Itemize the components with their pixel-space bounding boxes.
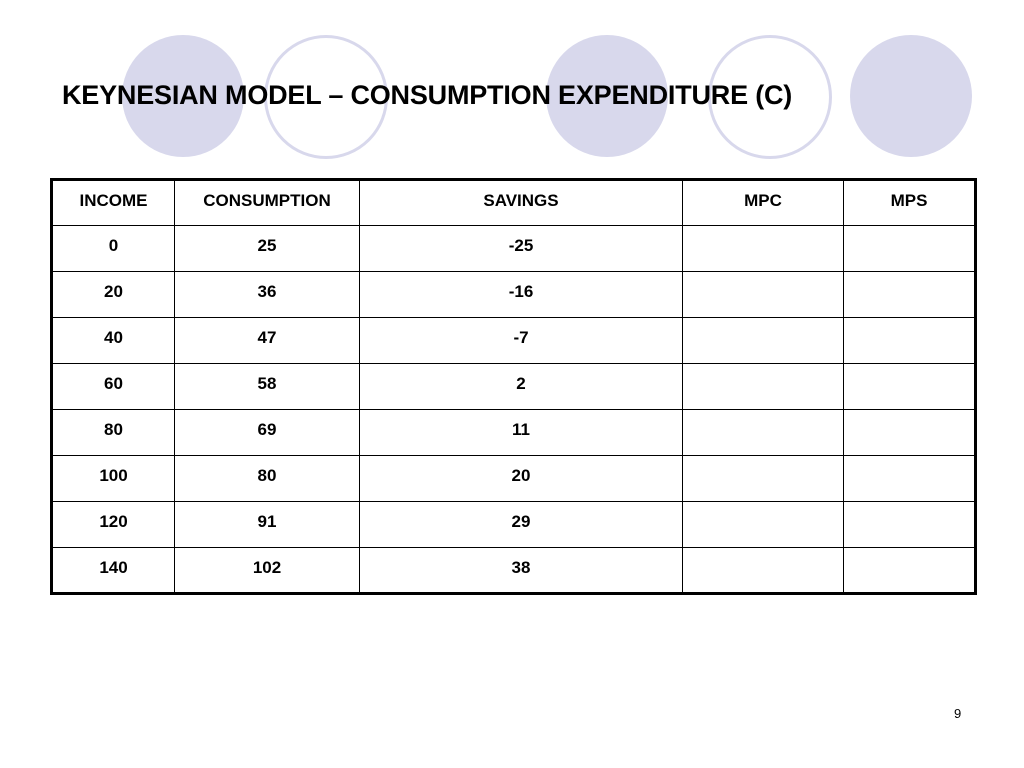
table-row: 100 80 20 xyxy=(51,455,976,502)
decorative-circle xyxy=(708,35,832,159)
mpc-cell xyxy=(682,409,844,456)
table-row: 80 69 11 xyxy=(51,409,976,456)
table-row: 60 58 2 xyxy=(51,363,976,410)
income-cell: 120 xyxy=(51,501,175,548)
savings-cell: -25 xyxy=(359,225,683,272)
mps-cell xyxy=(843,225,976,272)
mpc-cell xyxy=(682,317,844,364)
income-cell: 100 xyxy=(51,455,175,502)
decorative-circle xyxy=(122,35,244,157)
header-row: INCOME CONSUMPTION SAVINGS MPC MPS xyxy=(51,179,976,226)
table-row: 0 25 -25 xyxy=(51,225,976,272)
consumption-cell: 58 xyxy=(174,363,360,410)
mps-cell xyxy=(843,501,976,548)
savings-cell: 38 xyxy=(359,547,683,594)
column-header-consumption: CONSUMPTION xyxy=(174,179,360,226)
mpc-cell xyxy=(682,501,844,548)
table-row: 140 102 38 xyxy=(51,547,976,594)
savings-cell: 11 xyxy=(359,409,683,456)
income-cell: 40 xyxy=(51,317,175,364)
mpc-cell xyxy=(682,225,844,272)
consumption-cell: 36 xyxy=(174,271,360,318)
income-cell: 0 xyxy=(51,225,175,272)
consumption-cell: 102 xyxy=(174,547,360,594)
decorative-circle xyxy=(850,35,972,157)
mps-cell xyxy=(843,409,976,456)
column-header-mps: MPS xyxy=(843,179,976,226)
mpc-cell xyxy=(682,455,844,502)
consumption-cell: 25 xyxy=(174,225,360,272)
page-number: 9 xyxy=(954,706,962,721)
table-row: 40 47 -7 xyxy=(51,317,976,364)
mps-cell xyxy=(843,271,976,318)
mps-cell xyxy=(843,455,976,502)
income-cell: 80 xyxy=(51,409,175,456)
mps-cell xyxy=(843,547,976,594)
consumption-cell: 91 xyxy=(174,501,360,548)
column-header-mpc: MPC xyxy=(682,179,844,226)
savings-cell: -16 xyxy=(359,271,683,318)
slide-title: KEYNESIAN MODEL – CONSUMPTION EXPENDITUR… xyxy=(62,80,793,110)
income-cell: 60 xyxy=(51,363,175,410)
table-row: 120 91 29 xyxy=(51,501,976,548)
consumption-cell: 47 xyxy=(174,317,360,364)
column-header-savings: SAVINGS xyxy=(359,179,683,226)
income-cell: 140 xyxy=(51,547,175,594)
savings-cell: 2 xyxy=(359,363,683,410)
savings-cell: 20 xyxy=(359,455,683,502)
consumption-cell: 80 xyxy=(174,455,360,502)
table-row: 20 36 -16 xyxy=(51,271,976,318)
savings-cell: 29 xyxy=(359,501,683,548)
mps-cell xyxy=(843,317,976,364)
mpc-cell xyxy=(682,363,844,410)
decorative-circle xyxy=(264,35,388,159)
consumption-cell: 69 xyxy=(174,409,360,456)
mpc-cell xyxy=(682,271,844,318)
data-table: INCOME CONSUMPTION SAVINGS MPC MPS 0 25 … xyxy=(50,178,977,595)
decorative-circle xyxy=(546,35,668,157)
mpc-cell xyxy=(682,547,844,594)
mps-cell xyxy=(843,363,976,410)
income-cell: 20 xyxy=(51,271,175,318)
column-header-income: INCOME xyxy=(51,179,175,226)
savings-cell: -7 xyxy=(359,317,683,364)
